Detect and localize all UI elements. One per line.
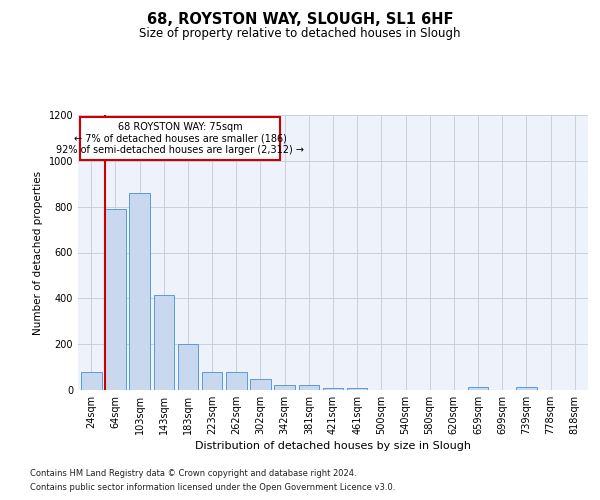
Bar xyxy=(81,372,101,390)
Text: Contains HM Land Registry data © Crown copyright and database right 2024.: Contains HM Land Registry data © Crown c… xyxy=(30,468,356,477)
Bar xyxy=(347,388,367,390)
Bar xyxy=(274,386,295,390)
Bar xyxy=(130,193,150,390)
Text: 68, ROYSTON WAY, SLOUGH, SL1 6HF: 68, ROYSTON WAY, SLOUGH, SL1 6HF xyxy=(147,12,453,28)
Bar xyxy=(178,344,198,390)
Bar xyxy=(250,378,271,390)
Text: 68 ROYSTON WAY: 75sqm: 68 ROYSTON WAY: 75sqm xyxy=(118,122,242,132)
Bar xyxy=(516,386,536,390)
Bar xyxy=(154,295,174,390)
Text: Size of property relative to detached houses in Slough: Size of property relative to detached ho… xyxy=(139,28,461,40)
X-axis label: Distribution of detached houses by size in Slough: Distribution of detached houses by size … xyxy=(195,441,471,451)
Text: Contains public sector information licensed under the Open Government Licence v3: Contains public sector information licen… xyxy=(30,484,395,492)
Bar xyxy=(226,372,247,390)
Text: 92% of semi-detached houses are larger (2,312) →: 92% of semi-detached houses are larger (… xyxy=(56,144,304,154)
Bar xyxy=(323,388,343,390)
Bar xyxy=(299,386,319,390)
Bar xyxy=(468,386,488,390)
Text: ← 7% of detached houses are smaller (186): ← 7% of detached houses are smaller (186… xyxy=(74,134,287,143)
FancyBboxPatch shape xyxy=(80,118,280,160)
Y-axis label: Number of detached properties: Number of detached properties xyxy=(33,170,43,334)
Bar xyxy=(105,209,126,390)
Bar xyxy=(202,372,223,390)
